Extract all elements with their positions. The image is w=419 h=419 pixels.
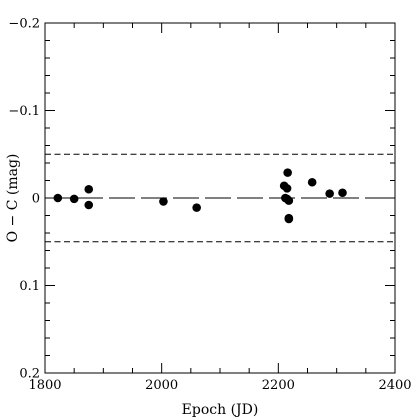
data-point (69, 194, 79, 204)
data-point (53, 193, 63, 203)
data-point (84, 200, 94, 210)
x-tick-label: 2200 (262, 378, 295, 393)
data-point (338, 188, 347, 198)
y-tick-label: 0 (32, 192, 40, 207)
data-point (159, 197, 168, 206)
data-point (284, 213, 294, 223)
data-point (282, 184, 292, 193)
data-point (284, 196, 294, 205)
y-axis-label: O − C (mag) (5, 154, 21, 243)
y-tick-label: −0.2 (8, 17, 40, 32)
data-points (53, 168, 347, 224)
data-point (283, 168, 292, 177)
x-tick-label: 1800 (28, 378, 61, 393)
x-tick-label: 2000 (145, 378, 178, 393)
x-axis-label: Epoch (JD) (182, 402, 259, 418)
data-point (307, 177, 317, 187)
reference-lines (45, 153, 395, 243)
data-point (192, 203, 201, 212)
y-tick-label: 0.1 (19, 279, 40, 294)
data-point (84, 184, 94, 194)
y-tick-label: −0.1 (8, 104, 40, 119)
plot-frame (44, 22, 396, 374)
x-tick-label: 2400 (378, 378, 411, 393)
data-point (325, 189, 334, 198)
y-tick-label: 0.2 (19, 367, 40, 382)
tick-labels: 1800 2000 2200 2400 −0.2 −0.1 0 0.1 0.2 (8, 17, 411, 394)
